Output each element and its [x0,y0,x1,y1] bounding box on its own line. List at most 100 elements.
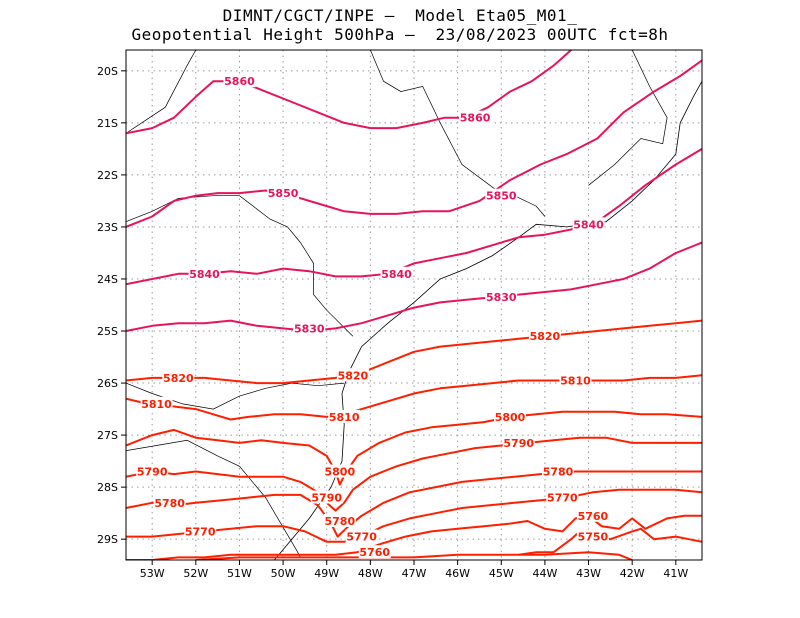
contour-label-bg [576,508,609,522]
contour-label-bg [223,74,256,88]
x-tick-label: 44W [532,567,557,580]
contour-label-bg [188,266,221,280]
contour-label-bg [162,370,195,384]
gridlines [126,50,702,560]
contour-label-bg [502,435,535,449]
contour-5780 [126,470,702,538]
x-tick-label: 46W [445,567,470,580]
contour-label: 5770 [346,531,377,544]
contour-5800 [126,410,702,486]
contour-label: 5860 [224,75,255,88]
contour-label: 5810 [141,398,172,411]
contour-5790 [126,436,702,512]
x-tick-label: 41W [663,567,688,580]
y-tick-label: 26S [97,377,118,390]
contour-label-bg [267,186,300,200]
y-tick-label: 28S [97,481,118,494]
axes: 53W 52W 51W 50W 49W 48W 47W 46W 45W 44W 43W 42W 41W 2… [97,65,688,580]
y-tick-label: 27S [97,429,118,442]
contour-label: 5790 [311,492,342,505]
contour-label-bg [380,266,413,280]
contour-label-bg [310,490,343,504]
contour-5810 [126,374,702,421]
contour-label-bg [136,464,169,478]
x-tick-label: 51W [227,567,252,580]
contour-label: 5800 [495,411,526,424]
contour-label: 5780 [325,515,356,528]
y-tick-label: 22S [97,169,118,182]
contour-5750 [518,527,702,556]
contour-label-bg [153,495,186,509]
contour-label: 5770 [547,492,578,505]
contour-label-bg [336,368,369,382]
contour-label: 5790 [137,466,168,479]
y-tick-label: 20S [97,65,118,78]
state-border [126,439,301,558]
contour-label-bg [345,529,378,543]
contour-label-bg [485,290,518,304]
x-tick-label: 47W [402,567,427,580]
contour-label: 5790 [503,437,534,450]
state-border [370,50,546,217]
contour-label-bg [459,110,492,124]
contour-lines [126,50,702,560]
chart-title-line1: DIMNT/CGCT/INPE – Model Eta05_M01_ [222,6,578,25]
contour-label: 5820 [530,330,561,343]
y-tick-label: 29S [97,533,118,546]
contour-label: 5850 [268,187,299,200]
contour-5850 [126,59,702,228]
contour-label-bg [328,409,361,423]
contour-label: 5760 [578,510,609,523]
contour-label-bg [528,329,561,343]
x-tick-label: 43W [576,567,601,580]
contour-label-bg [485,188,518,202]
contour-label: 5840 [381,268,412,281]
map-outlines [126,50,702,560]
contour-label: 5810 [560,374,591,387]
x-tick-label: 49W [314,567,339,580]
x-tick-label: 50W [271,567,296,580]
y-tick-label: 25S [97,325,118,338]
contour-label-bg [546,490,579,504]
x-tick-label: 45W [489,567,514,580]
contour-label: 5770 [185,525,216,538]
contour-label: 5830 [486,291,517,304]
contour-label: 5820 [163,372,194,385]
contour-label: 5780 [154,497,185,510]
contour-5770 [126,488,702,543]
contour-label-bg [323,464,356,478]
contour-label-bg [576,529,609,543]
contour-label: 5840 [189,268,220,281]
contour-label: 5850 [486,190,517,203]
contour-5830 [126,241,702,332]
y-tick-label: 23S [97,221,118,234]
state-border [588,50,668,186]
contour-labels: 5860 5860 5850 5850 5840 5840 5840 5830 5830 5820… [136,74,609,559]
contour-label: 5820 [338,369,369,382]
contour-label: 5750 [578,531,609,544]
contour-label-bg [572,217,605,231]
contour-5740 [195,551,633,560]
x-tick-label: 52W [183,567,208,580]
contour-5820 [126,319,702,385]
x-tick-label: 53W [140,567,165,580]
contour-label: 5780 [543,466,574,479]
state-border [126,50,197,134]
contour-label: 5760 [359,546,390,559]
contour-label: 5800 [325,466,356,479]
contour-label-bg [494,409,526,423]
contour-label-bg [184,524,217,538]
contour-label: 5860 [460,112,491,125]
contour-5840 [126,148,702,286]
x-tick-label: 48W [358,567,383,580]
contour-5760 [126,514,702,560]
contour-label: 5840 [573,218,604,231]
contour-label-bg [542,464,574,478]
contour-label-bg [293,321,326,335]
y-tick-label: 21S [97,117,118,130]
plot-frame [125,49,703,561]
contour-label-bg [140,396,173,410]
contour-5860 [126,50,572,135]
contour-label: 5830 [294,322,325,335]
